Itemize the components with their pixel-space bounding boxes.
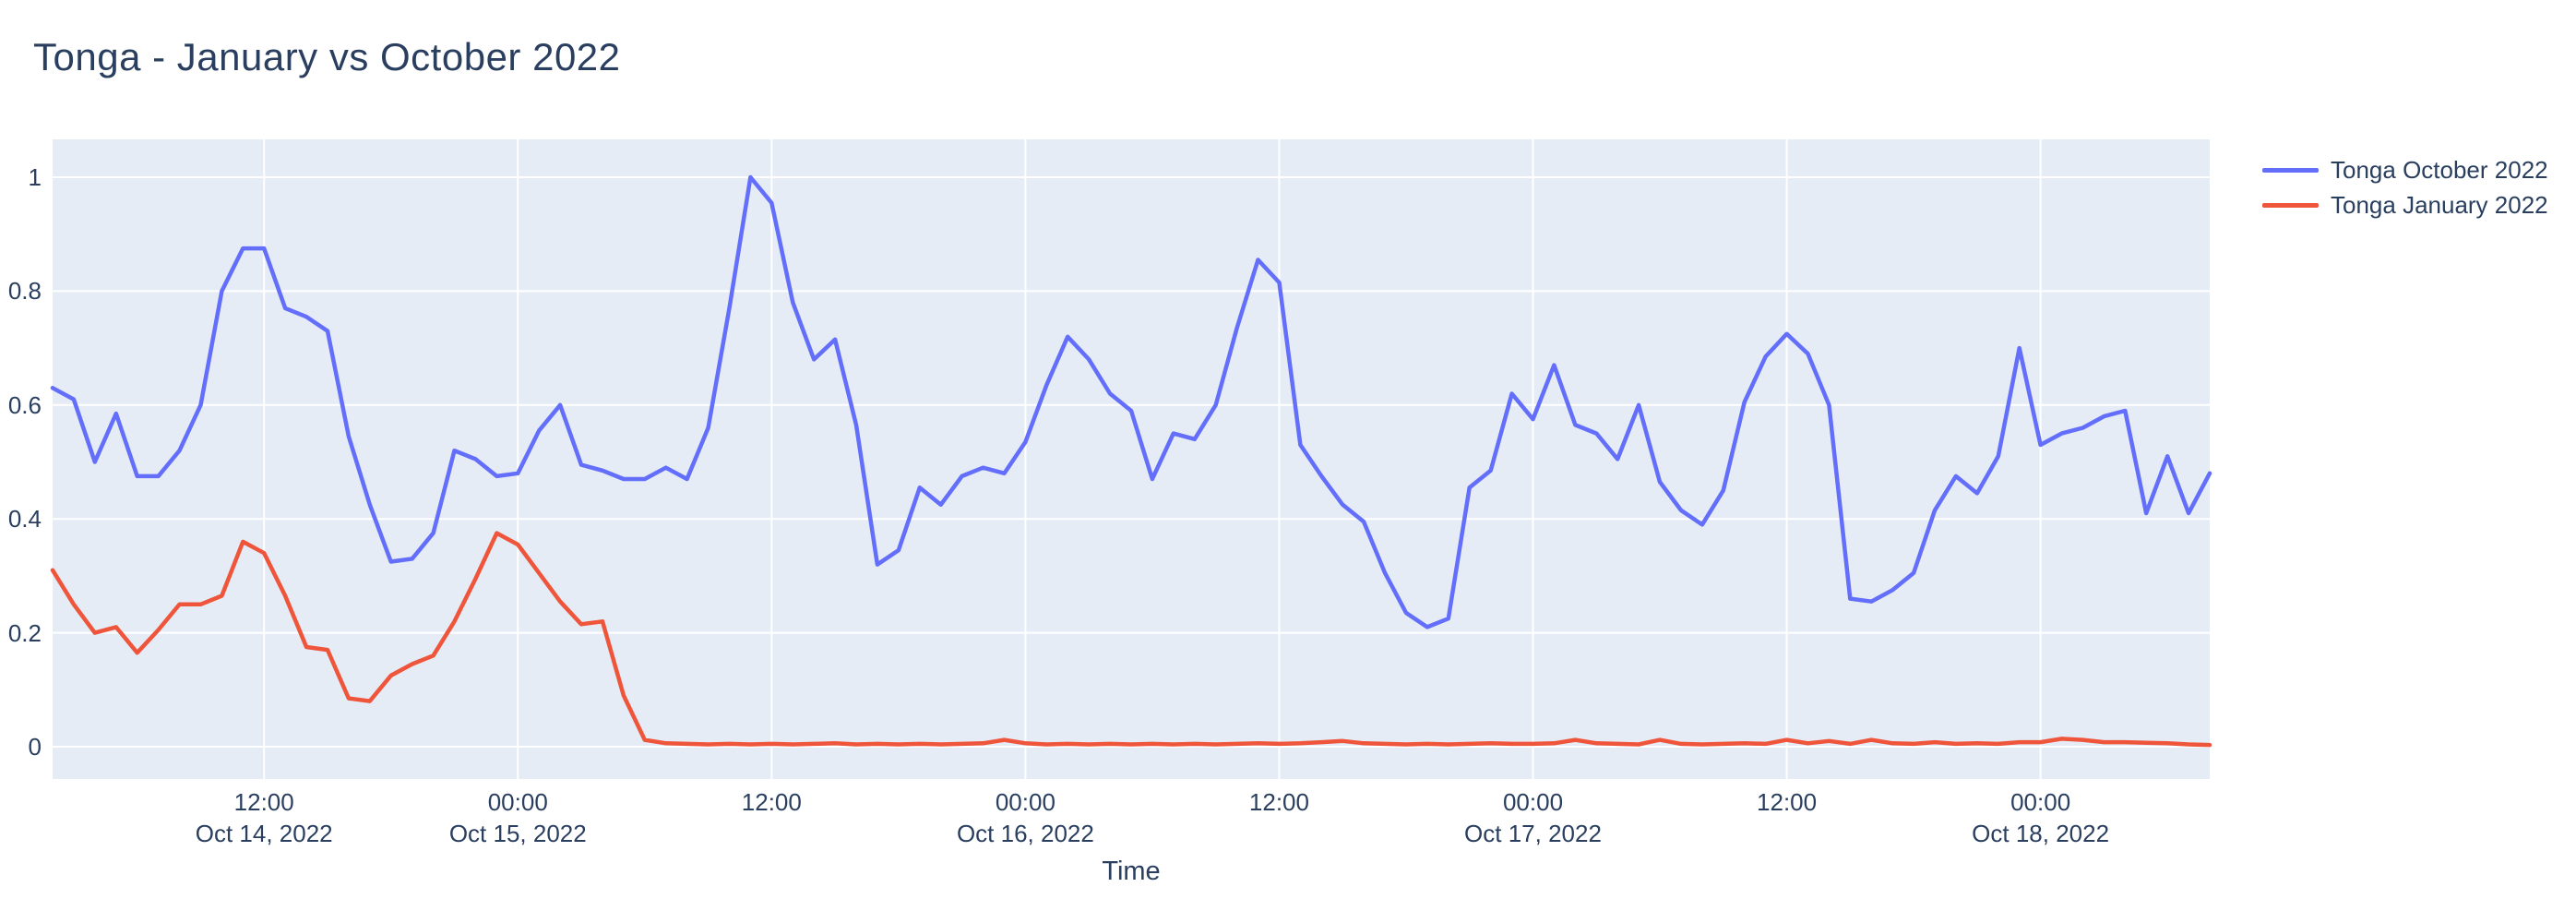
y-tick-label: 0 [28, 733, 42, 761]
x-tick-time: 00:00 [1502, 788, 1564, 816]
x-tick-label: 12:00 [742, 786, 802, 818]
x-tick-label: 00:00 Oct 18, 2022 [1972, 786, 2109, 849]
series-line-tonga-october-2022[interactable] [50, 174, 2212, 629]
x-tick-time: 00:00 [487, 788, 548, 816]
plot-area[interactable] [53, 139, 2210, 779]
y-tick-label: 0.6 [7, 390, 42, 419]
x-tick-label: 00:00 Oct 16, 2022 [957, 786, 1094, 849]
x-tick-label: 12:00 Oct 14, 2022 [196, 786, 333, 849]
x-tick-date: Oct 18, 2022 [1972, 820, 2110, 847]
x-tick-time: 12:00 [233, 788, 294, 816]
legend-item-tonga-october-2022[interactable]: Tonga October 2022 [2262, 152, 2548, 187]
legend-label-october: Tonga October 2022 [2331, 155, 2548, 184]
legend-label-january: Tonga January 2022 [2331, 190, 2548, 219]
x-tick-date: Oct 17, 2022 [1464, 820, 1602, 847]
x-tick-date: Oct 14, 2022 [195, 820, 333, 847]
legend: Tonga October 2022 Tonga January 2022 [2262, 152, 2548, 222]
legend-item-tonga-january-2022[interactable]: Tonga January 2022 [2262, 187, 2548, 222]
x-tick-label: 00:00 Oct 15, 2022 [449, 786, 587, 849]
x-tick-label: 12:00 [1757, 786, 1817, 818]
x-tick-time: 00:00 [995, 788, 1055, 816]
y-tick-label: 1 [28, 163, 42, 191]
page-title: Tonga - January vs October 2022 [33, 35, 621, 78]
legend-line-swatch-october [2262, 167, 2319, 173]
series-line-tonga-january-2022[interactable] [50, 531, 2212, 748]
x-axis-title: Time [1102, 857, 1161, 886]
x-tick-label: 12:00 [1249, 786, 1309, 818]
x-tick-date: Oct 16, 2022 [956, 820, 1094, 847]
y-tick-label: 0.2 [7, 618, 42, 647]
x-tick-time: 12:00 [1757, 788, 1818, 816]
x-tick-date: Oct 15, 2022 [448, 820, 587, 847]
y-tick-label: 0.4 [7, 505, 42, 533]
x-tick-time: 00:00 [2010, 788, 2071, 816]
x-tick-label: 00:00 Oct 17, 2022 [1464, 786, 1602, 849]
legend-line-swatch-january [2262, 202, 2319, 208]
y-tick-label: 0.8 [7, 277, 42, 306]
x-tick-time: 12:00 [741, 788, 802, 816]
x-tick-time: 12:00 [1248, 788, 1309, 816]
